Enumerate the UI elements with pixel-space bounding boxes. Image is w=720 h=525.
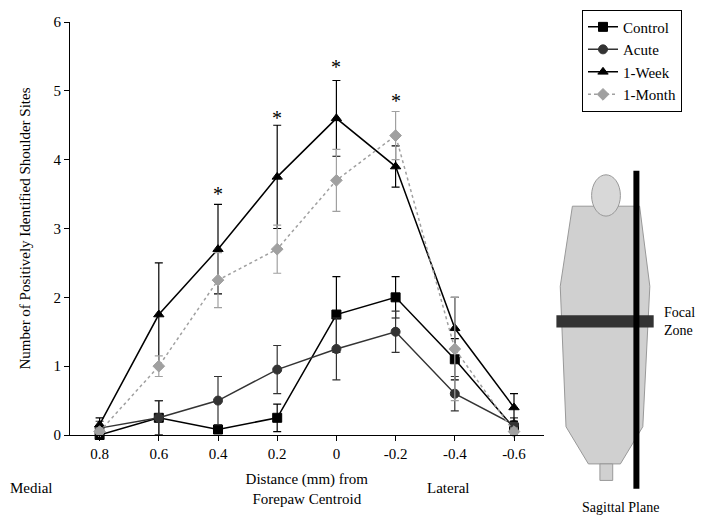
- svg-text:0: 0: [54, 427, 62, 443]
- svg-text:*: *: [391, 90, 401, 112]
- svg-text:5: 5: [54, 83, 62, 99]
- svg-text:4: 4: [54, 152, 62, 168]
- svg-text:*: *: [331, 56, 341, 78]
- svg-text:*: *: [213, 183, 223, 205]
- svg-text:1-Week: 1-Week: [623, 65, 670, 81]
- svg-text:-0.6: -0.6: [502, 446, 526, 462]
- svg-text:0.8: 0.8: [90, 446, 109, 462]
- svg-text:Medial: Medial: [10, 480, 53, 496]
- svg-text:0.2: 0.2: [268, 446, 287, 462]
- svg-text:1: 1: [54, 358, 62, 374]
- svg-text:-0.4: -0.4: [443, 446, 467, 462]
- svg-text:2: 2: [54, 290, 62, 306]
- svg-text:-0.2: -0.2: [384, 446, 408, 462]
- svg-text:Lateral: Lateral: [427, 480, 469, 496]
- svg-text:Number of Positively Identifie: Number of Positively Identified Shoulder…: [17, 87, 33, 369]
- svg-text:0.4: 0.4: [209, 446, 228, 462]
- svg-text:FocalZone: FocalZone: [664, 305, 695, 338]
- svg-text:Sagittal Plane: Sagittal Plane: [582, 500, 659, 515]
- svg-text:Distance (mm) fromForepaw Cent: Distance (mm) fromForepaw Centroid: [246, 471, 369, 507]
- svg-text:3: 3: [54, 221, 62, 237]
- svg-text:0.6: 0.6: [149, 446, 168, 462]
- svg-text:0: 0: [333, 446, 341, 462]
- svg-text:Acute: Acute: [623, 42, 659, 58]
- svg-text:6: 6: [54, 14, 62, 30]
- svg-text:*: *: [272, 107, 282, 129]
- svg-text:1-Month: 1-Month: [623, 87, 676, 103]
- svg-text:Control: Control: [623, 20, 669, 36]
